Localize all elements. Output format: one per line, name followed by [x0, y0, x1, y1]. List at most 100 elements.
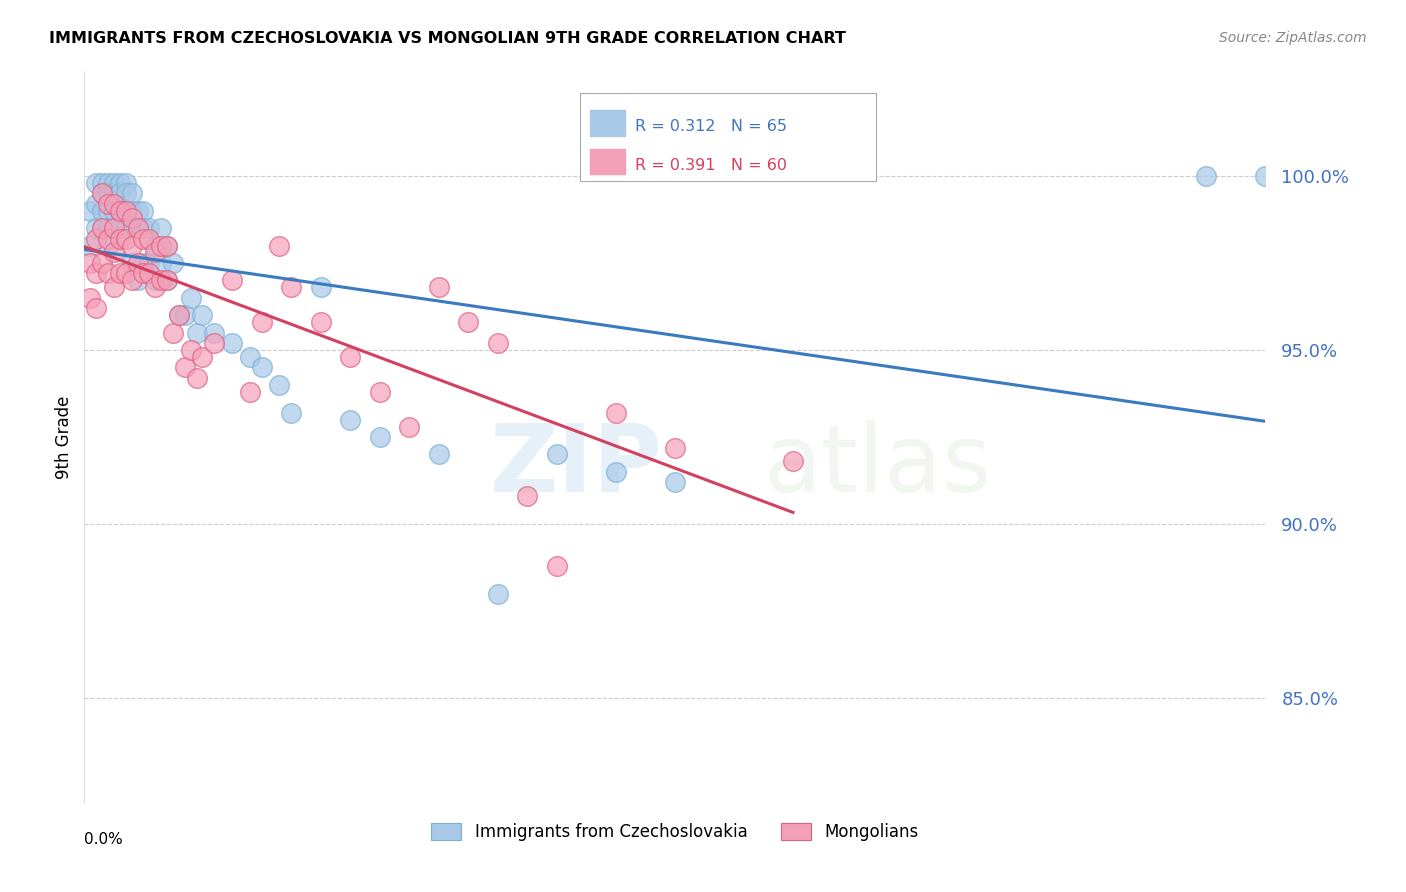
- Point: [114, 203, 136, 218]
- Point: [103, 196, 125, 211]
- Text: R = 0.312   N = 65: R = 0.312 N = 65: [634, 120, 787, 134]
- Point: [1254, 169, 1277, 183]
- Point: [486, 336, 509, 351]
- Point: [546, 448, 568, 462]
- Point: [79, 256, 101, 270]
- Point: [202, 336, 225, 351]
- Point: [79, 238, 101, 252]
- Point: [132, 231, 155, 245]
- Point: [114, 266, 136, 280]
- Legend: Immigrants from Czechoslovakia, Mongolians: Immigrants from Czechoslovakia, Mongolia…: [423, 814, 927, 849]
- Point: [457, 315, 479, 329]
- Point: [605, 465, 627, 479]
- Point: [138, 256, 160, 270]
- FancyBboxPatch shape: [581, 94, 876, 181]
- Point: [127, 273, 149, 287]
- Point: [269, 377, 291, 392]
- Text: atlas: atlas: [763, 420, 991, 512]
- Point: [486, 587, 509, 601]
- Text: IMMIGRANTS FROM CZECHOSLOVAKIA VS MONGOLIAN 9TH GRADE CORRELATION CHART: IMMIGRANTS FROM CZECHOSLOVAKIA VS MONGOL…: [49, 31, 846, 46]
- Point: [108, 186, 131, 201]
- Point: [91, 176, 114, 190]
- Point: [91, 186, 114, 201]
- Point: [186, 371, 208, 385]
- Point: [121, 273, 143, 287]
- Point: [103, 245, 125, 260]
- Point: [84, 176, 107, 190]
- Point: [97, 238, 120, 252]
- Point: [91, 186, 114, 201]
- Point: [546, 558, 568, 573]
- Point: [191, 350, 214, 364]
- Point: [191, 308, 214, 322]
- Point: [664, 441, 686, 455]
- Point: [150, 238, 173, 252]
- Point: [186, 326, 208, 340]
- Point: [114, 176, 136, 190]
- Point: [269, 238, 291, 252]
- Point: [132, 221, 155, 235]
- Point: [156, 238, 179, 252]
- Point: [127, 256, 149, 270]
- Y-axis label: 9th Grade: 9th Grade: [55, 395, 73, 479]
- Point: [108, 203, 131, 218]
- Point: [180, 291, 202, 305]
- Point: [162, 326, 184, 340]
- Point: [427, 448, 450, 462]
- Point: [156, 273, 179, 287]
- Point: [97, 203, 120, 218]
- Point: [143, 280, 166, 294]
- Point: [339, 412, 361, 426]
- Point: [138, 221, 160, 235]
- Point: [114, 186, 136, 201]
- Point: [150, 273, 173, 287]
- Point: [280, 406, 302, 420]
- Point: [309, 315, 332, 329]
- Point: [97, 266, 120, 280]
- Point: [664, 475, 686, 490]
- Point: [79, 203, 101, 218]
- Point: [143, 273, 166, 287]
- Point: [150, 221, 173, 235]
- Point: [121, 211, 143, 225]
- Point: [114, 231, 136, 245]
- Point: [108, 203, 131, 218]
- Text: ZIP: ZIP: [491, 420, 664, 512]
- Point: [108, 176, 131, 190]
- Point: [239, 384, 262, 399]
- Point: [427, 280, 450, 294]
- Point: [202, 326, 225, 340]
- Point: [103, 176, 125, 190]
- Point: [605, 406, 627, 420]
- Point: [516, 489, 538, 503]
- Point: [91, 256, 114, 270]
- Point: [138, 266, 160, 280]
- Point: [103, 221, 125, 235]
- Point: [239, 350, 262, 364]
- Point: [108, 266, 131, 280]
- Point: [143, 238, 166, 252]
- Point: [368, 430, 391, 444]
- Point: [84, 196, 107, 211]
- Point: [103, 221, 125, 235]
- Point: [173, 360, 195, 375]
- Point: [97, 221, 120, 235]
- Point: [121, 186, 143, 201]
- Point: [143, 245, 166, 260]
- Point: [339, 350, 361, 364]
- Point: [127, 203, 149, 218]
- Point: [91, 203, 114, 218]
- Point: [103, 186, 125, 201]
- Point: [156, 273, 179, 287]
- Point: [127, 221, 149, 235]
- Point: [167, 308, 190, 322]
- Point: [79, 291, 101, 305]
- Point: [103, 280, 125, 294]
- Text: 0.0%: 0.0%: [84, 832, 124, 847]
- Point: [127, 221, 149, 235]
- Bar: [591, 149, 626, 175]
- Bar: [591, 111, 626, 136]
- Point: [280, 280, 302, 294]
- Point: [91, 221, 114, 235]
- Point: [368, 384, 391, 399]
